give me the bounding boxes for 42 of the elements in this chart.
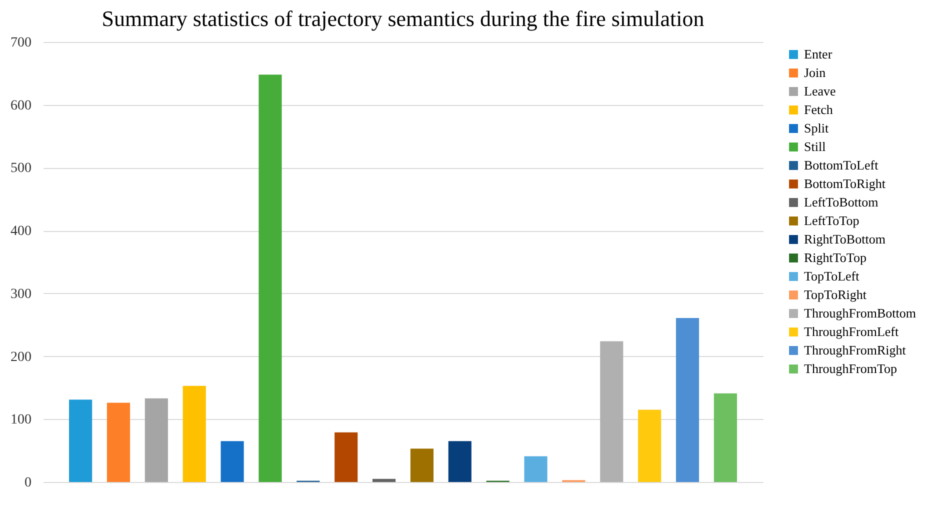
legend-label: ThroughFromLeft (804, 324, 899, 339)
bar (714, 393, 737, 482)
bar (410, 448, 434, 482)
bar (600, 341, 624, 482)
legend-label: Fetch (804, 102, 834, 117)
bar (220, 441, 244, 482)
legend-label: Still (804, 139, 826, 154)
legend-label: ThroughFromRight (804, 342, 906, 358)
bar (258, 74, 282, 482)
legend-label: Enter (804, 46, 833, 62)
y-tick-label: 700 (10, 36, 32, 50)
bar (638, 410, 662, 482)
legend-label: BottomToRight (804, 176, 886, 191)
y-tick-label: 0 (24, 476, 32, 490)
y-tick-label: 300 (10, 286, 32, 302)
y-tick-label: 500 (10, 161, 32, 176)
legend-label: RightToTop (804, 250, 866, 265)
bar (524, 456, 548, 482)
legend-label: LeftToBottom (804, 194, 878, 210)
legend-label: Leave (804, 84, 836, 98)
y-tick-label: 400 (10, 224, 32, 240)
legend-label: LeftToTop (804, 213, 860, 228)
bar (676, 318, 700, 482)
y-tick-label: 100 (10, 412, 32, 428)
bar (69, 400, 92, 482)
legend-label: Join (804, 65, 826, 80)
bar (448, 441, 472, 482)
legend-label: Split (804, 120, 829, 136)
bar (106, 402, 130, 482)
legend-label: ThroughFromTop (804, 361, 897, 376)
bar (182, 386, 206, 482)
legend-label: ThroughFromBottom (804, 306, 916, 320)
legend-label: TopToRight (804, 287, 867, 302)
legend-label: TopToLeft (804, 268, 860, 284)
legend-label: RightToBottom (804, 232, 886, 246)
legend-label: BottomToLeft (804, 158, 879, 172)
y-tick-label: 200 (10, 350, 32, 365)
chart-title: Summary statistics of trajectory semantics during the fire simulation (102, 6, 704, 31)
y-tick-label: 600 (10, 98, 32, 114)
bar (334, 432, 358, 482)
bar (372, 478, 396, 482)
bar (144, 398, 168, 482)
